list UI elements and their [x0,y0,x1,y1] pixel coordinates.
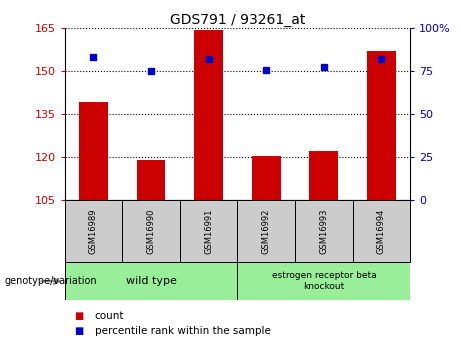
FancyBboxPatch shape [295,200,353,262]
FancyBboxPatch shape [65,262,237,300]
Bar [136,160,165,200]
Bar [194,30,223,200]
Text: estrogen receptor beta
knockout: estrogen receptor beta knockout [272,272,376,291]
Text: wild type: wild type [125,276,177,286]
FancyBboxPatch shape [237,200,295,262]
Text: GSM16989: GSM16989 [89,208,98,254]
FancyBboxPatch shape [180,200,237,262]
Title: GDS791 / 93261_at: GDS791 / 93261_at [170,12,305,27]
Text: GSM16994: GSM16994 [377,208,386,254]
Bar [252,156,281,200]
Bar [367,51,396,200]
FancyBboxPatch shape [122,200,180,262]
Bar [309,151,338,200]
Bar [79,102,108,200]
Text: genotype/variation: genotype/variation [5,276,97,286]
FancyBboxPatch shape [65,200,122,262]
Text: ■: ■ [74,326,83,336]
Text: ■: ■ [74,311,83,321]
FancyBboxPatch shape [353,200,410,262]
FancyBboxPatch shape [237,262,410,300]
Text: GSM16992: GSM16992 [262,208,271,254]
Text: GSM16990: GSM16990 [147,208,155,254]
Text: GSM16993: GSM16993 [319,208,328,254]
Text: percentile rank within the sample: percentile rank within the sample [95,326,271,336]
Text: GSM16991: GSM16991 [204,208,213,254]
Text: count: count [95,311,124,321]
